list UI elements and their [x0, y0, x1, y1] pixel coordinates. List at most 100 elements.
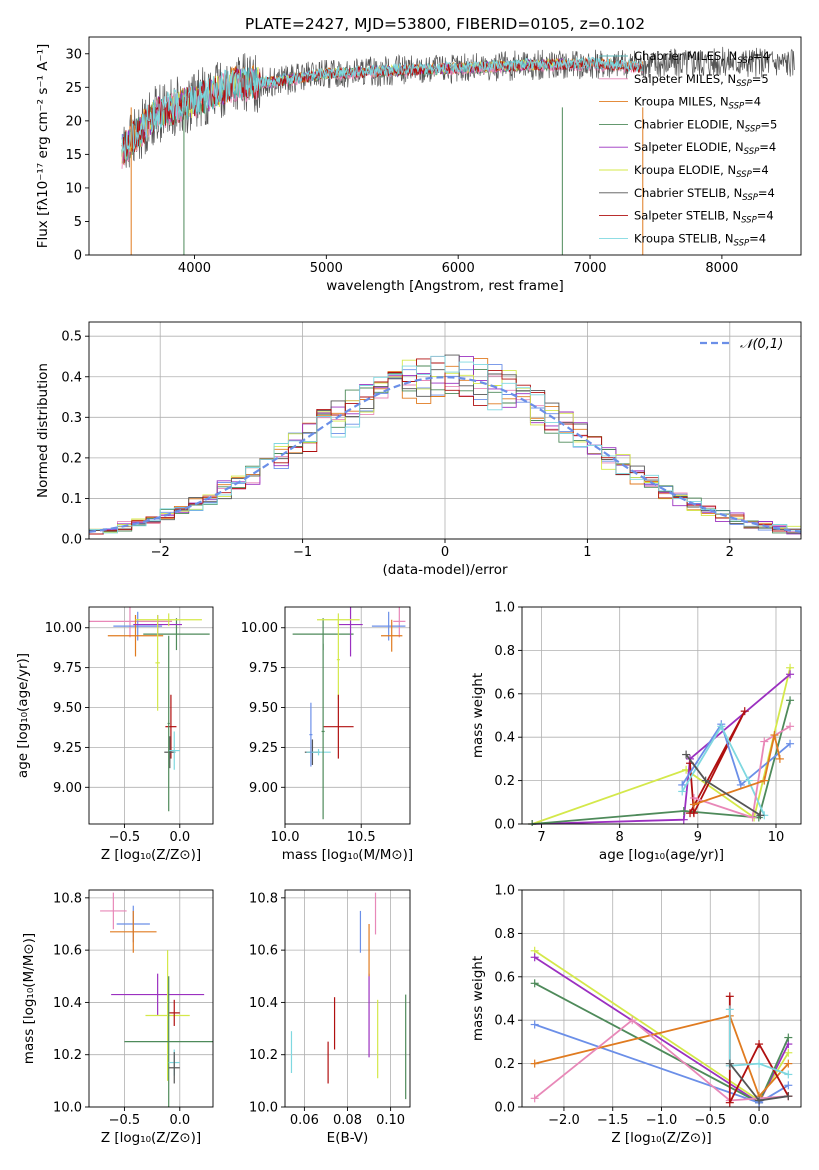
y-tick-label: 10.6 [53, 944, 82, 959]
y-tick-label: 5 [74, 215, 82, 230]
y-tick-label: 10.00 [241, 621, 278, 636]
x-tick-label: 10 [768, 830, 785, 845]
x-tick-label: −1.0 [646, 1113, 678, 1128]
axes-frame [284, 889, 411, 1108]
data-point-errorbar [165, 694, 177, 759]
y-tick-label: 9.00 [53, 781, 82, 796]
x-tick-label: 0.0 [169, 1113, 190, 1128]
x-tick-label: 7000 [573, 261, 606, 276]
data-point-errorbar [393, 607, 406, 638]
weight-line [681, 722, 791, 787]
weight-line [532, 700, 791, 825]
data-point-errorbar [338, 607, 363, 657]
weight-line [681, 724, 766, 816]
x-axis-label: E(B-V) [327, 1130, 369, 1146]
weight-line [534, 1014, 789, 1098]
error-bars [290, 892, 407, 1100]
data-point-errorbar [100, 892, 127, 930]
axes-frame [521, 606, 802, 825]
axes-frame [88, 321, 802, 540]
data-point-errorbar [89, 607, 173, 638]
x-axis-label: Z [log₁₀(Z/Z⊙)] [101, 847, 201, 863]
panel-spectrum: 4000 5000 6000 7000 8000 0 5 10 15 20 25 30 PLATE=24… [35, 15, 802, 294]
data-point-errorbar [336, 619, 340, 700]
spectrum-series [121, 55, 643, 160]
x-tick-label: 2 [726, 545, 734, 560]
y-tick-label: 10.2 [249, 1048, 278, 1063]
y-tick-label: 9.50 [249, 701, 278, 716]
x-tick-label: 9 [694, 830, 702, 845]
y-tick-label: 25 [65, 81, 82, 96]
y-tick-label: 10.2 [53, 1048, 82, 1063]
x-tick-label: 0.08 [333, 1113, 362, 1128]
data-point-errorbar [306, 749, 331, 756]
x-tick-label: 6000 [442, 261, 475, 276]
y-tick-label: 30 [65, 47, 82, 62]
y-tick-label: 9.75 [249, 661, 278, 676]
y-tick-label: 0.0 [494, 1101, 515, 1116]
error-bars [292, 607, 406, 820]
legend-label: Kroupa STELIB, NSSP=4 [634, 231, 766, 248]
weight-line [693, 725, 791, 819]
y-tick-label: 9.50 [53, 701, 82, 716]
y-tick-label: 10 [65, 181, 82, 196]
y-tick-label: 0.3 [61, 411, 82, 426]
histograms [89, 354, 801, 537]
y-tick-label: 0.6 [494, 687, 515, 702]
y-tick-label: 0.4 [494, 731, 515, 746]
data-point-errorbar [164, 736, 176, 769]
x-tick-label: −0.5 [694, 1113, 726, 1128]
x-tick-label: 1 [583, 545, 591, 560]
x-tick-label: 0.0 [749, 1113, 770, 1128]
legend-label: Salpeter STELIB, NSSP=4 [634, 209, 774, 226]
gaussian-reference-curve [89, 376, 801, 533]
x-tick-label: 0.06 [290, 1113, 319, 1128]
x-tick-label: 10.5 [347, 830, 376, 845]
y-tick-label: 0.8 [494, 644, 515, 659]
axes-frame [88, 36, 802, 256]
legend: Chabrier MILES, NSSP=4 Salpeter MILES, NS… [599, 49, 777, 248]
data-point-errorbar [309, 702, 313, 767]
x-tick-label: −2.0 [548, 1113, 580, 1128]
x-tick-label: −2 [151, 545, 170, 560]
data-point-errorbar [145, 950, 190, 1081]
legend: 𝒩(0,1) [700, 337, 783, 352]
y-tick-label: 9.75 [53, 661, 82, 676]
legend-label: Kroupa ELODIE, NSSP=4 [634, 163, 769, 180]
y-tick-label: 10.6 [249, 944, 278, 959]
panel-weight-vs-Z: −2.0 −1.5 −1.0 −0.5 0.0 0.0 0.2 0.4 0.6 0.8 1.0 Z [… [470, 884, 802, 1146]
data-point-errorbar [143, 618, 210, 651]
data-point-errorbar [381, 619, 403, 652]
x-tick-label: 0 [441, 545, 449, 560]
y-tick-label: 0.6 [494, 970, 515, 985]
weight-line [728, 1009, 789, 1076]
y-tick-label: 10.8 [53, 891, 82, 906]
data-point-errorbar [107, 614, 164, 657]
weight-line [532, 673, 791, 825]
y-axis-label: mass [log₁₀(M/M⊙)] [21, 933, 37, 1064]
x-tick-label: 4000 [178, 261, 211, 276]
data-point-errorbar [124, 976, 213, 1107]
data-point-errorbar [111, 973, 205, 1016]
y-tick-label: 20 [65, 114, 82, 129]
axes-frame [88, 889, 214, 1108]
y-axis-label: Flux [fλ10⁻¹⁷ erg cm⁻² s⁻¹ A⁻¹] [35, 44, 51, 249]
axes-frame [88, 606, 214, 825]
y-tick-label: 10.8 [249, 891, 278, 906]
x-tick-label: −1.5 [597, 1113, 629, 1128]
y-tick-label: 0.0 [61, 533, 82, 548]
weight-line [693, 734, 781, 806]
y-tick-label: 0.4 [494, 1014, 515, 1029]
y-tick-label: 10.0 [249, 1101, 278, 1116]
y-axis-label: mass weight [470, 956, 486, 1041]
panel-age-vs-mass: 10.0 10.5 9.00 9.25 9.50 9.75 10.00 mass [log₁₀… [241, 606, 413, 863]
data-point-errorbar [168, 731, 180, 770]
legend-label: Salpeter MILES, NSSP=5 [634, 72, 769, 89]
y-tick-label: 0.8 [494, 927, 515, 942]
x-tick-label: 8 [616, 830, 624, 845]
legend-label: Kroupa MILES, NSSP=4 [634, 95, 761, 112]
y-tick-label: 10.0 [53, 1101, 82, 1116]
y-tick-label: 0.5 [61, 330, 82, 345]
y-tick-label: 0 [74, 249, 82, 264]
